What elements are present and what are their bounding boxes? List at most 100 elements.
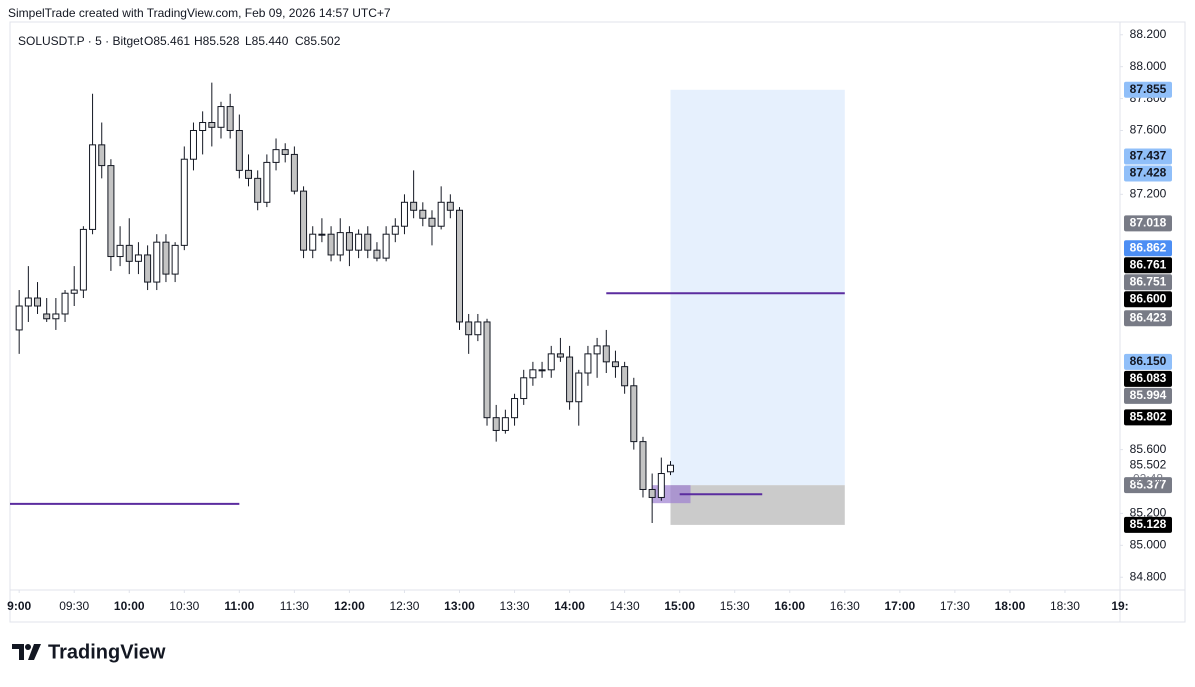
brand: TradingView	[48, 641, 166, 663]
x-tick-label: 16:30	[830, 599, 860, 613]
candle-body	[180, 158, 188, 246]
x-tick-label: 09:30	[59, 599, 89, 613]
candle-body	[98, 144, 106, 167]
x-tick-label: 12:30	[389, 599, 419, 613]
price-label-box	[1124, 353, 1172, 370]
price-label: 86.600	[1130, 291, 1167, 305]
candle-body	[584, 353, 592, 374]
candle-body	[410, 201, 418, 211]
frame	[9, 21, 1186, 623]
price-label: 85.377	[1130, 477, 1167, 491]
ohlc-close: C85.502	[295, 34, 341, 48]
price-label-box	[1124, 409, 1172, 426]
ohlc-high: H85.528	[194, 34, 240, 48]
candle-body	[43, 313, 51, 320]
x-tick-label: 14:30	[610, 599, 640, 613]
candle-body	[511, 398, 519, 419]
price-label-box	[1124, 387, 1172, 404]
candle-body	[538, 369, 546, 372]
x-tick-label: 15:00	[664, 599, 695, 613]
symbol: SOLUSDT.P · 5 · Bitget	[18, 34, 144, 48]
x-tick-label: 11:00	[224, 599, 254, 613]
ohlc-low: L85.440	[245, 34, 289, 48]
price-label-box	[1124, 240, 1172, 257]
candle-body	[373, 249, 381, 259]
candle-body	[428, 217, 436, 227]
price-label: 85.994	[1130, 388, 1167, 402]
price-label: 87.018	[1130, 216, 1167, 230]
countdown: 02:48	[1133, 471, 1163, 485]
candle-body	[116, 244, 124, 258]
candle-body	[134, 254, 142, 262]
x-tick-label: 13:30	[500, 599, 530, 613]
candle-body	[15, 305, 23, 331]
y-tick-label: 88.000	[1130, 59, 1167, 73]
candle-body	[465, 321, 473, 336]
price-label: 87.437	[1130, 149, 1167, 163]
candle-body	[281, 149, 289, 155]
candle-body	[474, 321, 482, 336]
candle-body	[593, 345, 601, 355]
price-label: 86.423	[1130, 310, 1167, 324]
candle-body	[153, 241, 161, 283]
candle-body	[272, 149, 280, 163]
candle-body	[520, 377, 528, 400]
candle-body	[364, 233, 372, 251]
candle-body	[34, 297, 42, 307]
candle-body	[483, 321, 491, 419]
candle-body	[226, 106, 234, 131]
y-tick-label: 88.200	[1130, 27, 1167, 41]
candle-body	[79, 228, 87, 291]
candle-body	[639, 441, 647, 490]
x-tick-label: 9:00	[7, 599, 31, 613]
candle-body	[382, 233, 390, 259]
candle-body	[529, 369, 537, 379]
candle-body	[566, 356, 574, 403]
candle-body	[630, 385, 638, 443]
price-label-box	[1124, 274, 1172, 291]
x-tick-label: 19:	[1111, 599, 1128, 613]
price-label: 85.802	[1130, 410, 1167, 424]
price-label: 86.083	[1130, 371, 1167, 385]
price-label-box	[1124, 148, 1172, 165]
candle-body	[318, 233, 326, 236]
candle-body	[245, 169, 253, 179]
y-tick-label: 84.800	[1130, 569, 1167, 583]
price-label-box	[1124, 310, 1172, 327]
candle-body	[309, 233, 317, 251]
candle-body	[602, 345, 610, 363]
candle-body	[345, 232, 353, 251]
candle-body	[208, 122, 216, 128]
x-tick-label: 11:30	[280, 599, 309, 613]
x-tick-label: 17:30	[940, 599, 970, 613]
y-tick-label: 85.200	[1130, 506, 1167, 520]
candle-body	[666, 464, 674, 473]
candle-body	[355, 233, 363, 251]
price-label-box	[1124, 215, 1172, 232]
x-tick-label: 14:00	[554, 599, 585, 613]
candle-body	[621, 366, 629, 387]
x-tick-label: 10:00	[114, 599, 145, 613]
credit: SimpelTrade created with TradingView.com…	[8, 6, 391, 20]
candle-body	[419, 209, 427, 219]
price-label-box	[1124, 516, 1172, 533]
candle-body	[199, 122, 207, 131]
price-label-box	[1124, 165, 1172, 182]
x-tick-label: 18:30	[1050, 599, 1080, 613]
candle-body	[24, 297, 32, 307]
candle-body	[217, 106, 225, 128]
y-tick-label: 85.600	[1130, 442, 1167, 456]
candle-body	[300, 190, 308, 251]
price-label: 87.855	[1130, 82, 1167, 96]
x-tick-label: 10:30	[169, 599, 199, 613]
candle-body	[144, 254, 152, 283]
y-tick-label: 87.600	[1130, 123, 1167, 137]
price-label: 86.751	[1130, 274, 1167, 288]
candle-body	[327, 233, 335, 256]
price-label: 86.862	[1130, 240, 1167, 254]
candle-body	[263, 161, 271, 203]
price-label-box	[1124, 81, 1172, 98]
candle-body	[456, 209, 464, 323]
candle-body	[89, 144, 97, 230]
